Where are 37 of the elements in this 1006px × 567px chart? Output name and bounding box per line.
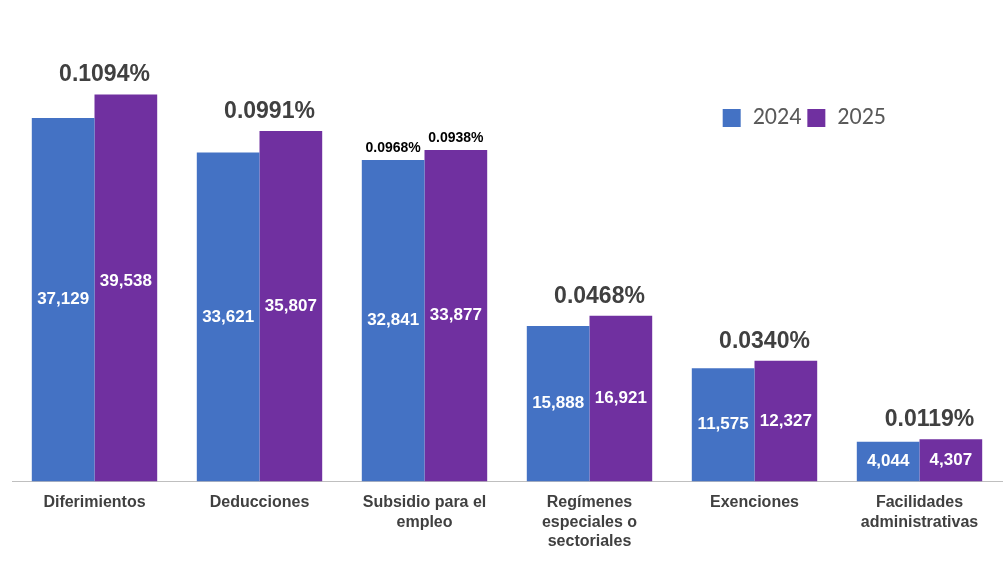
data-label: 39,538 <box>99 270 152 290</box>
x-tick-label: Exenciones <box>710 493 800 511</box>
data-label: 33,877 <box>429 305 482 325</box>
data-label: 32,841 <box>367 310 420 330</box>
bar <box>754 360 818 482</box>
data-label: 12,327 <box>759 410 812 430</box>
x-tick-label: Diferimientos <box>43 493 146 511</box>
legend-label: 2024 <box>752 101 802 130</box>
data-label: 4,044 <box>866 451 910 471</box>
annotation: 0.0119% <box>884 405 975 432</box>
bar <box>94 94 158 482</box>
data-label: 35,807 <box>264 295 317 315</box>
annotation: 0.1094% <box>59 60 150 87</box>
data-label: 11,575 <box>697 414 749 434</box>
x-tick-label: Subsidio para el empleo <box>362 493 487 530</box>
annotation: 0.0468% <box>554 281 645 308</box>
annotation: 0.0991% <box>224 96 315 123</box>
x-tick-label: Deducciones <box>209 493 310 511</box>
annotation: 0.0938% <box>428 128 485 145</box>
data-label: 15,888 <box>532 393 585 413</box>
bar <box>589 315 653 482</box>
annotation: 0.0968% <box>365 138 422 155</box>
bar <box>691 368 755 482</box>
data-label: 16,921 <box>594 388 647 408</box>
data-label: 33,621 <box>202 306 255 326</box>
bar <box>31 118 95 482</box>
bar <box>361 160 425 482</box>
bar <box>526 325 590 482</box>
x-tick-label: Regímenes especiales o sectoriales <box>541 493 638 549</box>
annotation: 0.0340% <box>719 326 810 353</box>
bar <box>424 149 488 482</box>
bar <box>196 152 260 482</box>
bar <box>259 131 323 482</box>
data-label: 37,129 <box>37 288 90 308</box>
data-label: 4,307 <box>929 450 973 470</box>
x-tick-label: Facilidades administrativas <box>860 493 979 530</box>
legend-label: 2025 <box>837 101 886 130</box>
